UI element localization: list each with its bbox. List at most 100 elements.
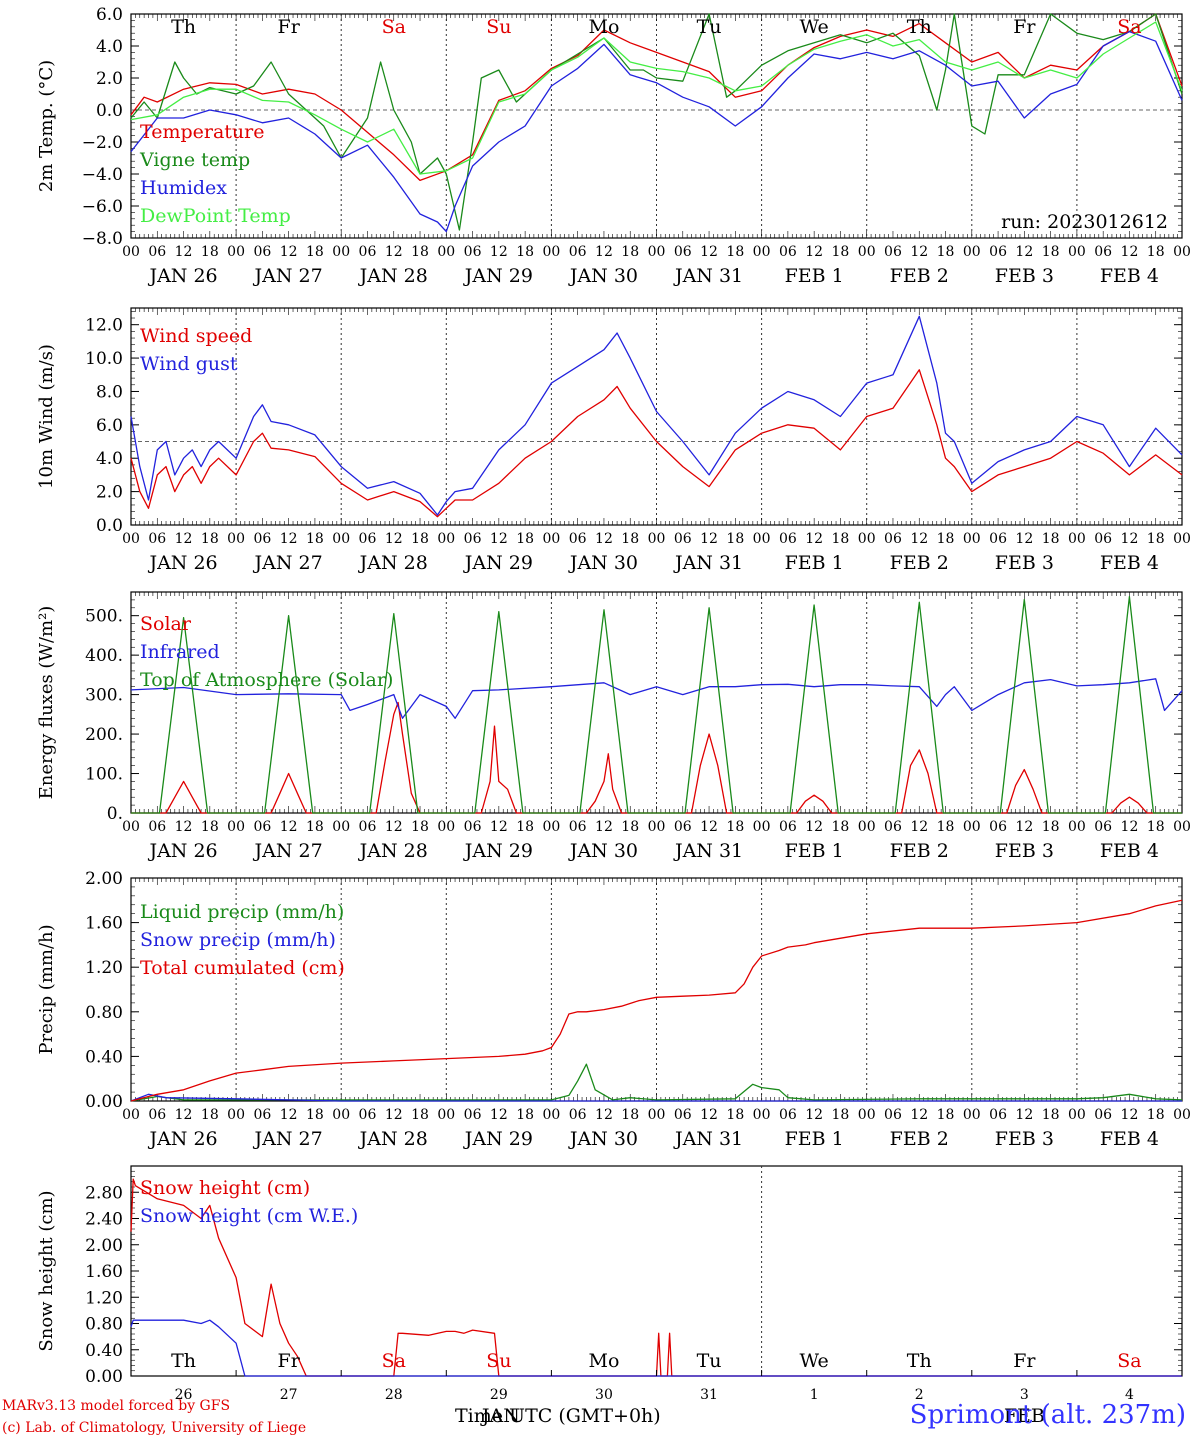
day-label: JAN 28 — [358, 265, 428, 287]
series-line-1 — [130, 1063, 1183, 1102]
y-tick-label: −4.0 — [82, 165, 123, 185]
hour-label: 18 — [516, 819, 534, 835]
hour-label: 06 — [569, 1107, 587, 1123]
day-label: JAN 30 — [568, 265, 638, 287]
hour-label: 18 — [621, 819, 639, 835]
day-label: JAN 31 — [673, 1128, 743, 1150]
hour-label: 06 — [253, 531, 271, 547]
hour-label: 12 — [490, 1107, 508, 1123]
y-tick-label: 2.0 — [96, 483, 123, 503]
hour-label: 12 — [175, 819, 193, 835]
footer-copyright: (c) Lab. of Climatology, University of L… — [2, 1420, 307, 1436]
hour-label: 18 — [516, 531, 534, 547]
hour-label: 12 — [280, 244, 298, 260]
day-label: FEB 2 — [890, 1128, 949, 1150]
y-tick-label: 1.60 — [85, 1262, 123, 1282]
weekday-label: Su — [486, 1350, 511, 1372]
day-label: JAN 31 — [673, 840, 743, 862]
y-tick-label: 0.00 — [85, 1092, 123, 1112]
day-label: FEB 1 — [785, 265, 844, 287]
hour-label: 12 — [1015, 244, 1033, 260]
y-tick-label: −6.0 — [82, 197, 123, 217]
day-label: JAN 30 — [568, 840, 638, 862]
hour-label: 18 — [832, 531, 850, 547]
hour-label: 12 — [700, 531, 718, 547]
hour-label: 18 — [621, 244, 639, 260]
legend-entry: Solar — [140, 613, 192, 635]
hour-label: 18 — [621, 1107, 639, 1123]
day-label: FEB 3 — [995, 1128, 1054, 1150]
y-tick-label: 2.80 — [85, 1183, 123, 1203]
y-axis-title: 10m Wind (m/s) — [36, 344, 57, 489]
day-label: FEB 4 — [1100, 840, 1159, 862]
hour-label: 18 — [411, 819, 429, 835]
y-tick-label: 2.0 — [96, 69, 123, 89]
y-tick-label: 1.20 — [85, 958, 123, 978]
y-tick-label: 300. — [85, 686, 123, 706]
y-tick-label: −8.0 — [82, 229, 123, 249]
hour-label: 00 — [437, 244, 455, 260]
hour-label: 00 — [753, 244, 771, 260]
hour-label: 18 — [832, 244, 850, 260]
hour-label: 12 — [385, 1107, 403, 1123]
day-label: FEB 3 — [995, 552, 1054, 574]
weekday-label: Fr — [1013, 1350, 1036, 1372]
hour-label: 18 — [1147, 819, 1165, 835]
series-line-3 — [131, 596, 1182, 814]
hour-label: 06 — [1094, 1107, 1112, 1123]
hour-label: 00 — [437, 1107, 455, 1123]
hour-label: 00 — [542, 819, 560, 835]
hour-label: 00 — [753, 819, 771, 835]
hour-label: 06 — [148, 819, 166, 835]
hour-label: 06 — [148, 531, 166, 547]
hour-label: 18 — [726, 1107, 744, 1123]
hour-label: 06 — [674, 531, 692, 547]
hour-label: 12 — [595, 244, 613, 260]
hour-label: 18 — [411, 244, 429, 260]
legend-entry: Vigne temp — [139, 149, 250, 171]
legend-entry: Total cumulated (cm) — [140, 957, 345, 979]
run-annotation: run: 2023012612 — [1001, 211, 1168, 233]
hour-label: 12 — [385, 531, 403, 547]
hour-label: 12 — [175, 531, 193, 547]
hour-label: 18 — [726, 531, 744, 547]
hour-label: 00 — [648, 819, 666, 835]
hour-label: 12 — [595, 531, 613, 547]
day-label: JAN 28 — [358, 1128, 428, 1150]
hour-label: 06 — [1094, 244, 1112, 260]
weekday-label: Tu — [697, 16, 722, 38]
hour-label: 06 — [359, 244, 377, 260]
hour-label: 00 — [1173, 819, 1191, 835]
day-label: FEB 1 — [785, 552, 844, 574]
weekday-label: Sa — [382, 1350, 406, 1372]
hour-label: 06 — [569, 531, 587, 547]
hour-label: 12 — [175, 244, 193, 260]
hour-label: 12 — [805, 531, 823, 547]
hour-label: 06 — [884, 244, 902, 260]
hour-label: 06 — [884, 819, 902, 835]
weekday-label: Th — [171, 16, 196, 38]
day-label: JAN 27 — [253, 840, 323, 862]
y-tick-label: 0.0 — [96, 516, 123, 536]
legend-entry: Temperature — [140, 121, 264, 143]
hour-label: 06 — [674, 244, 692, 260]
y-tick-label: 0.80 — [85, 1315, 123, 1335]
hour-label: 12 — [700, 1107, 718, 1123]
hour-label: 00 — [332, 1107, 350, 1123]
weekday-label: Th — [171, 1350, 196, 1372]
hour-label: 12 — [910, 1107, 928, 1123]
hour-label: 06 — [253, 244, 271, 260]
hour-label: 12 — [1121, 244, 1139, 260]
hour-label: 06 — [569, 244, 587, 260]
hour-label: 00 — [542, 1107, 560, 1123]
chart-panel-1: 6.0 4.0 2.0 0.0 −2.0 −4.0 −6.0 −8.0 2m Temp. (°C… — [36, 5, 1191, 287]
day-number-label: 4 — [1125, 1387, 1134, 1403]
hour-label: 06 — [464, 244, 482, 260]
hour-label: 06 — [1094, 819, 1112, 835]
hour-label: 12 — [910, 244, 928, 260]
hour-label: 00 — [122, 531, 140, 547]
hour-label: 18 — [1147, 531, 1165, 547]
day-number-label: 1 — [810, 1387, 819, 1403]
weekday-label: Sa — [1117, 1350, 1141, 1372]
